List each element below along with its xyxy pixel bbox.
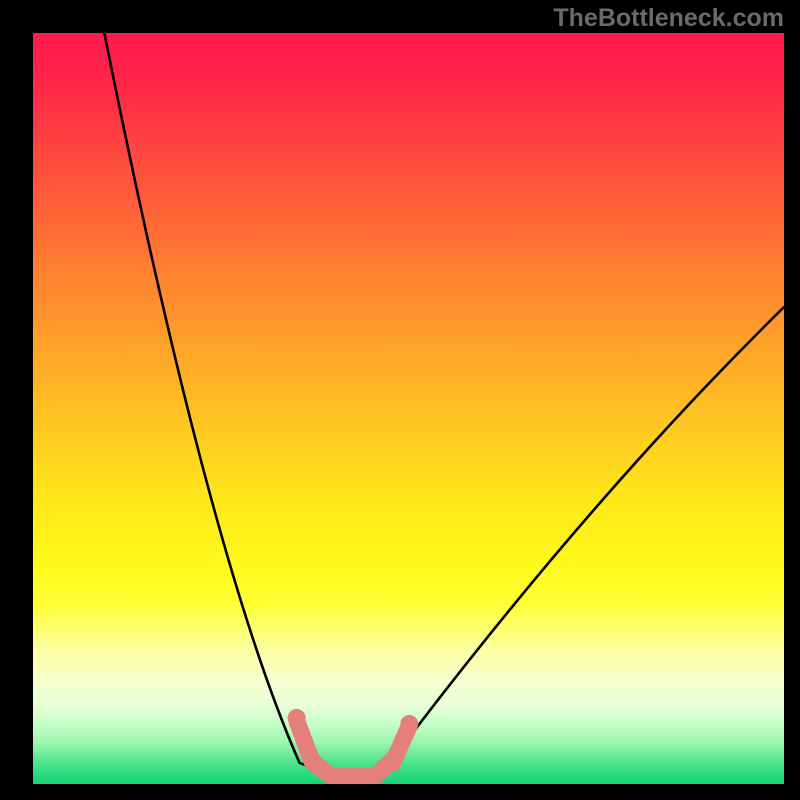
chart-svg (33, 33, 784, 784)
highlight-dot (288, 709, 306, 727)
highlight-dot (383, 754, 401, 772)
highlight-dot (400, 715, 418, 733)
plot-area (33, 33, 784, 784)
watermark-text: TheBottleneck.com (553, 4, 784, 33)
chart-frame: TheBottleneck.com (0, 0, 800, 800)
gradient-background (33, 33, 784, 784)
highlight-dot (304, 752, 322, 770)
